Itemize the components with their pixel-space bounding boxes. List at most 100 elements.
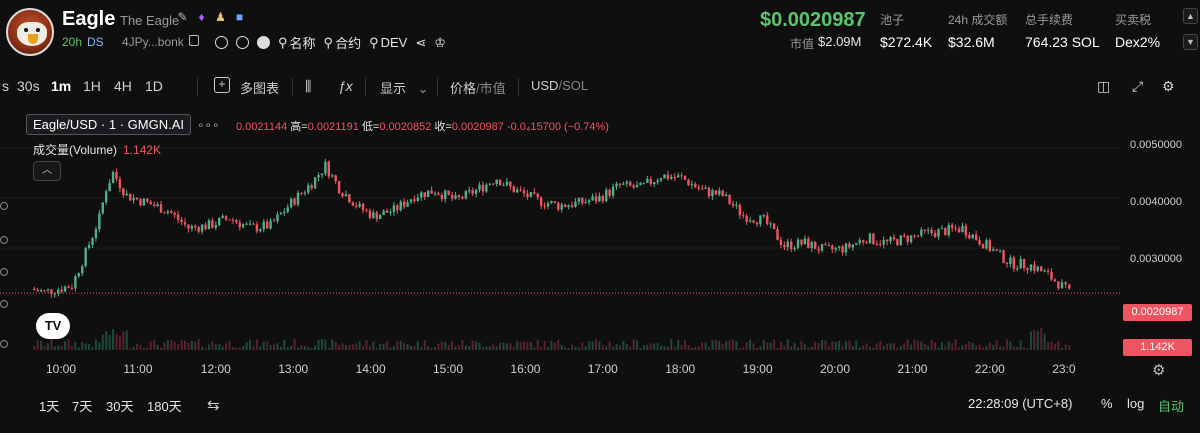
candle-body — [433, 193, 437, 195]
add-chart-icon[interactable]: + — [214, 77, 230, 93]
candle-body — [868, 233, 872, 244]
candle-body — [930, 229, 933, 234]
candle-body — [700, 188, 704, 190]
crown-icon[interactable]: ♔ — [434, 34, 446, 50]
scroll-down-button[interactable]: ▼ — [1183, 34, 1198, 50]
tool-icon[interactable] — [0, 236, 8, 244]
collapse-legend-button[interactable]: ︿ — [33, 161, 61, 181]
share-icon[interactable]: ⋖ — [415, 34, 427, 50]
range-30d[interactable]: 30天 — [106, 399, 134, 414]
search-name-link[interactable]: ⚲ 名称 — [278, 34, 316, 52]
candle-body — [766, 215, 769, 225]
candlestick-chart[interactable] — [0, 108, 1200, 358]
interval-1m[interactable]: 1m — [51, 78, 72, 94]
interval-30s[interactable]: 30s — [17, 78, 40, 94]
candle-body — [492, 183, 495, 185]
volume-bar — [228, 341, 231, 350]
display-dropdown[interactable]: 显示 ⌄ — [380, 81, 429, 96]
candle-body — [529, 192, 533, 197]
edit-icon[interactable]: ✎ — [177, 10, 188, 24]
log-toggle[interactable]: log — [1127, 396, 1145, 411]
candle-body — [841, 246, 844, 253]
tool-icon[interactable] — [0, 268, 8, 276]
ds-badge[interactable]: DS — [87, 35, 104, 49]
volume-bar — [649, 343, 652, 350]
candle-body — [851, 244, 855, 248]
scroll-up-button[interactable]: ▲ — [1183, 8, 1198, 24]
x-tick-label: 13:00 — [278, 362, 309, 376]
candle-body — [495, 179, 498, 184]
candle-body — [406, 202, 409, 207]
interval-s[interactable]: s — [2, 78, 9, 94]
candle-body — [663, 174, 666, 179]
expand-icon[interactable]: ⤢ — [1132, 78, 1144, 94]
volume-bar — [57, 345, 60, 350]
candle-body — [642, 182, 646, 184]
camera-icon[interactable]: ◫ — [1097, 78, 1111, 94]
telegram-icon[interactable] — [257, 36, 270, 49]
candle-body — [903, 235, 906, 237]
interval-1d[interactable]: 1D — [145, 78, 163, 94]
interval-1h[interactable]: 1H — [83, 78, 101, 94]
token-age: 20h — [62, 35, 83, 49]
volume-bar — [396, 341, 399, 350]
user-icon[interactable] — [215, 36, 228, 49]
settings-icon[interactable]: ⚙ — [1162, 78, 1175, 94]
tradingview-logo[interactable]: TV — [36, 313, 70, 339]
indicator-fx-icon[interactable]: ƒx — [338, 78, 353, 94]
range-180d[interactable]: 180天 — [147, 399, 182, 414]
candle-body — [310, 185, 313, 189]
candle-body — [146, 198, 149, 202]
search-dev-link[interactable]: ⚲ DEV — [369, 34, 408, 51]
candle-body — [33, 289, 36, 290]
candle-body — [437, 193, 440, 195]
tool-icon[interactable] — [0, 202, 8, 210]
candle-body — [550, 201, 553, 204]
candle-body — [248, 223, 252, 225]
range-7d[interactable]: 7天 — [72, 399, 93, 414]
price-mcap-toggle[interactable]: 价格/市值 — [450, 81, 506, 96]
candle-body — [724, 194, 728, 196]
axis-settings-icon[interactable]: ⚙ — [1152, 362, 1166, 379]
volume-bar — [153, 339, 156, 350]
x-tick-label: 18:00 — [665, 362, 696, 376]
chart-pane[interactable] — [0, 108, 1200, 358]
volume-bar — [574, 346, 577, 350]
volume-bar — [399, 340, 402, 350]
symbol-label[interactable]: Eagle/USD · 1 · GMGN.AI — [26, 114, 191, 135]
search-contract-link[interactable]: ⚲ 合约 — [323, 34, 362, 52]
volume-bar — [488, 346, 491, 350]
candle-type-icon[interactable]: ⫼ — [305, 78, 312, 94]
tool-icon[interactable] — [0, 340, 8, 348]
volume-bar — [577, 347, 580, 350]
usd-sol-toggle[interactable]: USD/SOL — [531, 78, 589, 93]
candle-body — [981, 244, 985, 249]
globe-icon[interactable] — [236, 36, 249, 49]
copy-icon[interactable] — [189, 35, 199, 46]
auto-scale-toggle[interactable]: 自动 — [1158, 399, 1185, 414]
volume-bar — [344, 344, 347, 350]
candle-body — [810, 241, 813, 249]
range-1d[interactable]: 1天 — [39, 399, 60, 414]
candle-body — [646, 178, 649, 183]
candle-body — [742, 215, 745, 217]
multi-chart-button[interactable]: 多图表 — [240, 81, 280, 96]
tool-icon[interactable] — [0, 300, 8, 308]
candle-body — [505, 181, 509, 185]
current-price-tag: 0.0020987 — [1123, 304, 1192, 321]
candle-body — [163, 212, 166, 214]
search-icon: ⚲ — [323, 34, 334, 50]
more-icon[interactable]: ∘∘∘ — [196, 117, 220, 132]
contract-address[interactable]: 4JPy...bonk — [122, 35, 184, 49]
volume-bar — [701, 342, 704, 350]
token-avatar[interactable] — [6, 8, 54, 56]
candle-body — [807, 238, 810, 249]
candle-body — [875, 243, 879, 245]
interval-4h[interactable]: 4H — [114, 78, 132, 94]
clock-readout[interactable]: 22:28:09 (UTC+8) — [968, 396, 1073, 411]
volume-bar — [242, 345, 245, 350]
percent-toggle[interactable]: % — [1101, 396, 1113, 411]
candle-body — [622, 183, 625, 185]
goto-date-icon[interactable]: ⇆ — [207, 397, 220, 414]
volume-bar — [968, 341, 971, 350]
